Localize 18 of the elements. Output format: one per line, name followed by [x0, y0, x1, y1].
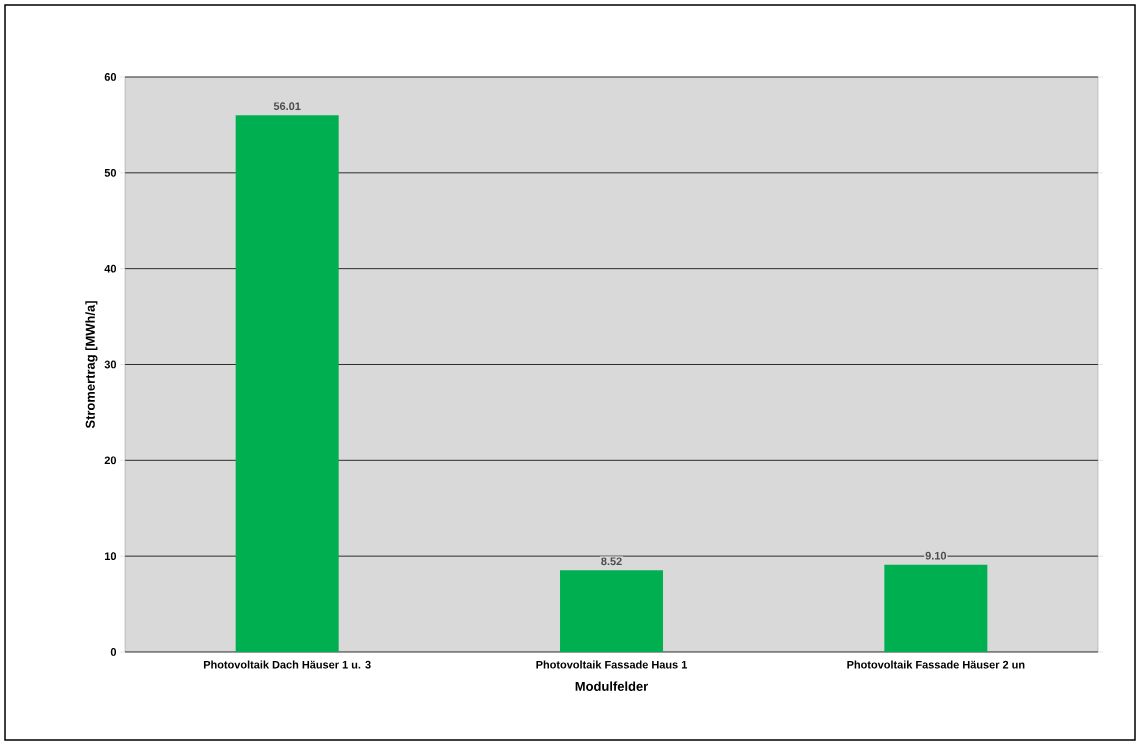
x-axis-title: Modulfelder [575, 681, 649, 691]
y-tick-label: 20 [104, 456, 117, 465]
x-tick-label: Photovoltaik Fassade Häuser 2 un [847, 660, 1025, 669]
bar [560, 570, 664, 652]
data-label: 9.10 [925, 551, 947, 560]
y-tick-label: 40 [104, 264, 117, 273]
y-tick-label: 0 [110, 648, 117, 656]
bar [884, 564, 988, 652]
y-tick-label: 30 [104, 360, 117, 369]
x-tick-label: Photovoltaik Dach Häuser 1 u. 3 [203, 660, 371, 669]
x-tick-label: Photovoltaik Fassade Haus 1 [536, 660, 688, 669]
y-tick-label: 50 [104, 168, 117, 177]
y-axis-title: Stromertrag [MWh/a] [85, 301, 98, 429]
data-label: 8.52 [601, 557, 622, 566]
bar [235, 115, 339, 652]
y-tick-label: 60 [104, 73, 117, 81]
y-tick-label: 10 [104, 552, 117, 561]
data-label: 56.01 [273, 102, 301, 111]
